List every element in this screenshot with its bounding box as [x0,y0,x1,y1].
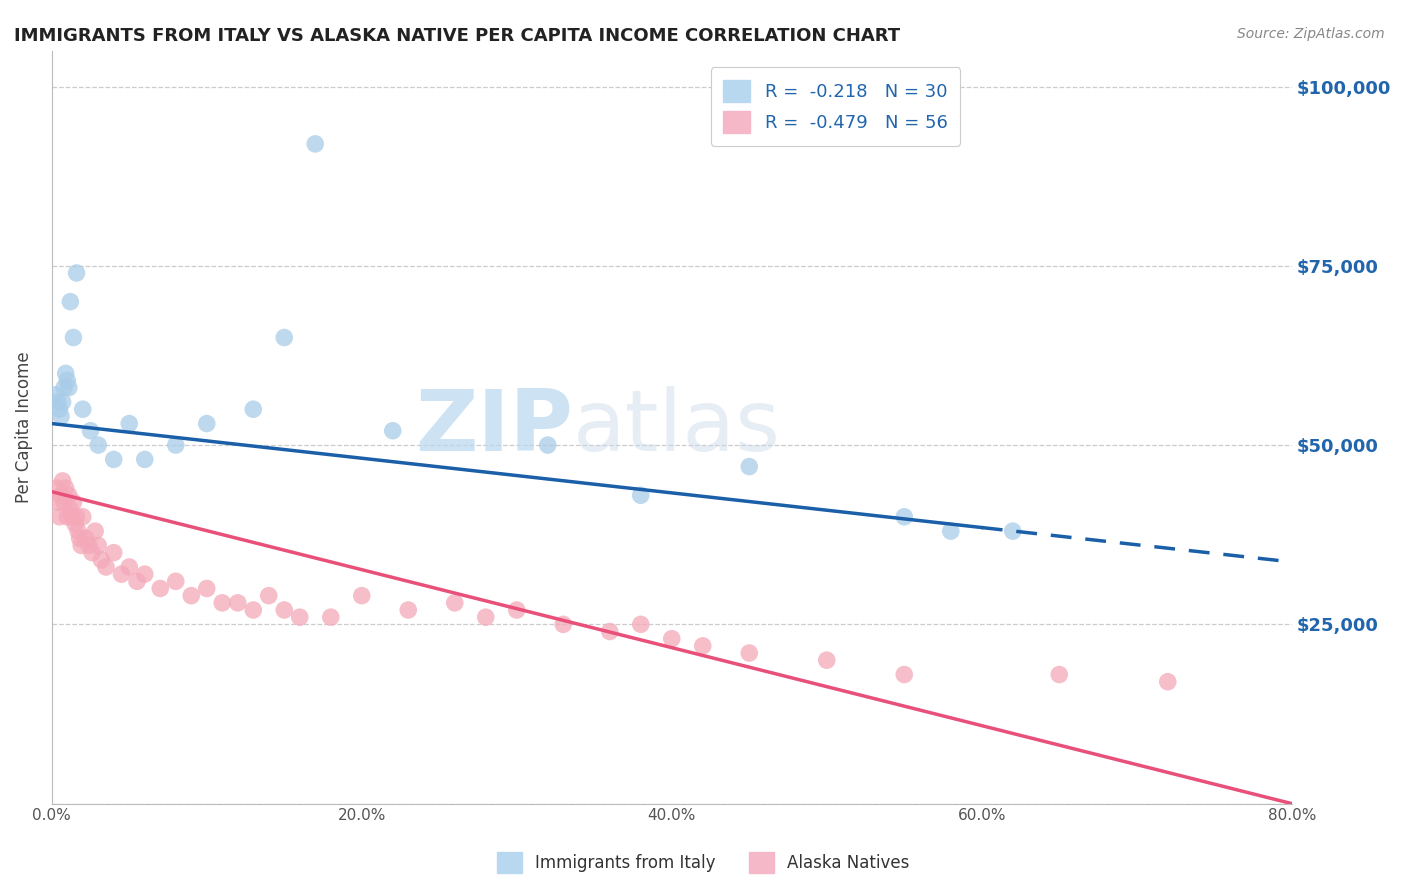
Point [58,381,80,395]
Point [125,574,148,589]
Point [72,402,94,417]
Point [396,603,419,617]
Point [1157,674,1180,689]
Text: ZIP: ZIP [415,385,572,468]
Point [80,546,103,560]
Point [53,495,76,509]
Point [195,417,218,431]
Point [56,509,79,524]
Point [242,603,264,617]
Point [55,367,77,381]
Point [242,402,264,417]
Point [45,481,67,495]
Point [661,632,683,646]
Point [630,617,652,632]
Y-axis label: Per Capita Income: Per Capita Income [15,351,32,503]
Point [118,560,141,574]
Point [257,589,280,603]
Point [211,596,233,610]
Point [738,646,761,660]
Legend: R =  -0.218   N = 30, R =  -0.479   N = 56: R = -0.218 N = 30, R = -0.479 N = 56 [710,67,960,145]
Point [506,603,529,617]
Point [110,567,132,582]
Point [62,495,84,509]
Point [63,516,86,531]
Point [103,452,125,467]
Point [319,610,342,624]
Point [893,509,915,524]
Point [46,495,69,509]
Legend: Immigrants from Italy, Alaska Natives: Immigrants from Italy, Alaska Natives [489,846,917,880]
Point [65,266,87,280]
Point [304,136,326,151]
Point [87,438,110,452]
Point [738,459,761,474]
Point [79,424,101,438]
Point [52,474,75,488]
Point [48,509,70,524]
Point [87,539,110,553]
Point [65,509,87,524]
Point [77,539,100,553]
Point [273,603,295,617]
Point [195,582,218,596]
Point [118,417,141,431]
Point [553,617,575,632]
Point [443,596,465,610]
Point [59,294,82,309]
Point [94,560,117,574]
Point [48,402,70,417]
Point [165,438,187,452]
Point [165,574,187,589]
Point [44,388,66,402]
Point [180,589,202,603]
Point [692,639,714,653]
Point [381,424,404,438]
Point [939,524,962,538]
Point [53,381,76,395]
Point [599,624,621,639]
Point [134,452,156,467]
Point [537,438,560,452]
Point [59,502,82,516]
Point [815,653,838,667]
Point [67,524,90,538]
Point [103,546,125,560]
Point [474,610,496,624]
Point [288,610,311,624]
Point [84,524,107,538]
Point [1001,524,1024,538]
Point [75,531,97,545]
Point [134,567,156,582]
Point [56,374,79,388]
Point [149,582,172,596]
Point [55,481,77,495]
Text: IMMIGRANTS FROM ITALY VS ALASKA NATIVE PER CAPITA INCOME CORRELATION CHART: IMMIGRANTS FROM ITALY VS ALASKA NATIVE P… [14,27,900,45]
Point [350,589,373,603]
Point [226,596,249,610]
Text: Source: ZipAtlas.com: Source: ZipAtlas.com [1237,27,1385,41]
Point [70,539,93,553]
Point [52,395,75,409]
Point [69,531,91,545]
Point [49,488,72,502]
Point [90,553,112,567]
Point [60,509,83,524]
Text: atlas: atlas [572,385,780,468]
Point [49,409,72,424]
Point [46,395,69,409]
Point [62,330,84,344]
Point [630,488,652,502]
Point [58,488,80,502]
Point [893,667,915,681]
Point [72,509,94,524]
Point [1047,667,1070,681]
Point [273,330,295,344]
